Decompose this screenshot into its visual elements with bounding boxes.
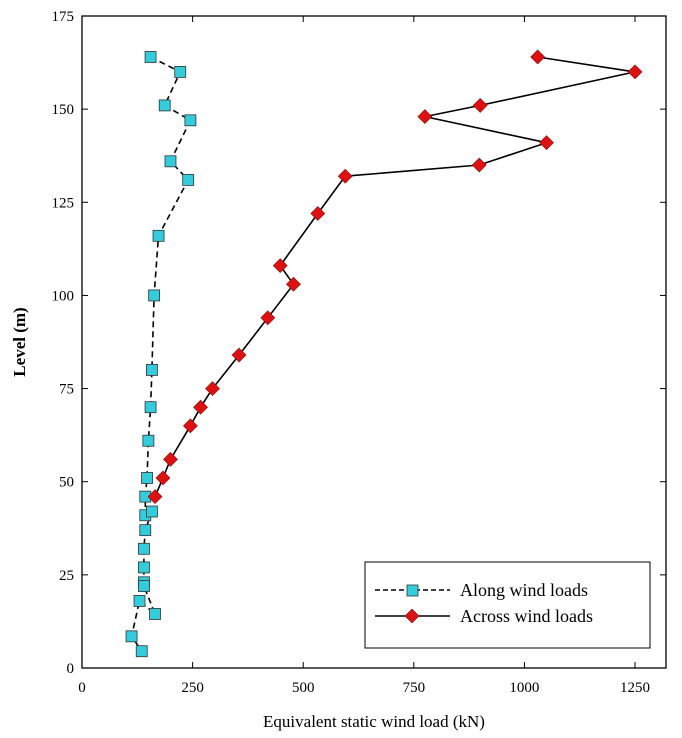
data-point-square	[138, 542, 150, 555]
data-point-square	[164, 155, 177, 168]
data-point-diamond	[337, 168, 353, 184]
data-point-square	[144, 51, 157, 63]
data-point-square	[158, 99, 171, 112]
data-point-diamond	[627, 64, 643, 80]
data-point-square	[141, 472, 153, 484]
data-point-square	[135, 645, 148, 658]
data-point-square	[152, 229, 165, 242]
data-point-diamond	[182, 418, 198, 434]
x-axis-title: Equivalent static wind load (kN)	[263, 712, 485, 731]
data-point-square	[125, 630, 138, 643]
data-point-diamond	[417, 109, 433, 125]
data-point-diamond	[472, 97, 488, 113]
y-tick-label: 100	[52, 288, 75, 304]
legend-along-label: Along wind loads	[460, 580, 588, 600]
y-tick-label: 150	[52, 102, 75, 118]
series-line	[154, 56, 636, 497]
data-point-diamond	[155, 470, 171, 486]
y-tick-label: 0	[67, 661, 75, 677]
data-point-diamond	[310, 206, 326, 221]
x-tick-label: 0	[78, 680, 86, 696]
series-along-wind	[125, 51, 197, 658]
data-point-diamond	[471, 157, 487, 173]
x-tick-label: 500	[292, 680, 315, 696]
x-tick-label: 1250	[620, 680, 650, 696]
y-tick-label: 75	[59, 382, 74, 398]
data-point-square	[146, 364, 158, 376]
data-point-square	[148, 289, 161, 302]
y-tick-label: 25	[59, 568, 74, 584]
data-point-diamond	[286, 276, 301, 292]
x-tick-label: 1000	[509, 680, 539, 696]
x-tick-labels: 0 250 500 750 1000 1250	[78, 680, 650, 696]
data-point-square	[184, 114, 197, 127]
data-point-diamond	[272, 258, 288, 274]
legend-along-marker	[406, 584, 419, 597]
data-point-diamond	[260, 310, 276, 326]
legend: Along wind loads Across wind loads	[364, 561, 651, 649]
data-point-diamond	[193, 399, 208, 415]
data-point-diamond	[539, 135, 554, 151]
series-layer	[125, 49, 643, 658]
data-point-square	[144, 401, 157, 414]
data-point-diamond	[163, 451, 178, 467]
legend-across-marker	[404, 608, 420, 624]
axis-ticks	[81, 15, 666, 669]
y-tick-label: 125	[52, 195, 75, 211]
data-point-square	[142, 434, 155, 447]
data-point-diamond	[530, 49, 546, 65]
plot-frame	[81, 15, 667, 669]
y-axis-title: Level (m)	[10, 307, 29, 376]
data-point-square	[138, 561, 150, 574]
data-point-square	[138, 580, 150, 592]
y-tick-labels: 0 25 50 75 100 125 150 175	[52, 9, 75, 677]
x-tick-label: 750	[403, 680, 426, 696]
data-point-square	[182, 174, 195, 186]
data-point-diamond	[147, 489, 163, 505]
y-tick-label: 50	[59, 475, 74, 491]
legend-box	[364, 561, 651, 649]
series-across-wind	[147, 49, 643, 505]
data-point-diamond	[205, 381, 220, 396]
data-point-square	[149, 608, 161, 620]
legend-across-label: Across wind loads	[460, 606, 593, 626]
data-point-square	[146, 505, 158, 518]
data-point-square	[139, 524, 152, 537]
data-point-square	[133, 595, 146, 607]
data-point-square	[174, 65, 187, 78]
data-point-diamond	[231, 347, 247, 363]
x-tick-label: 250	[181, 680, 204, 696]
y-tick-label: 175	[52, 9, 75, 25]
